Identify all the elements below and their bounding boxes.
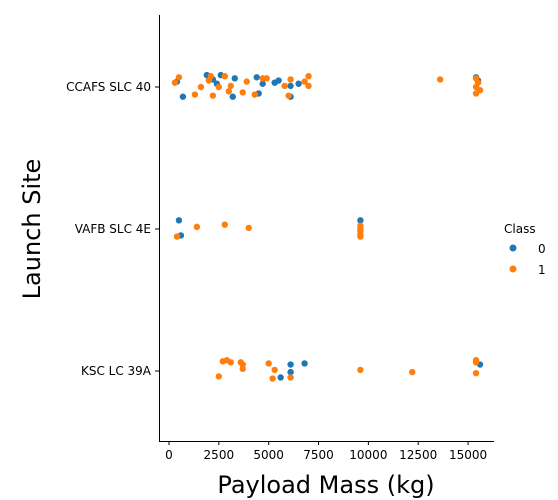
data-point <box>301 78 308 85</box>
x-tick-label: 10000 <box>349 448 387 462</box>
data-point <box>231 75 238 82</box>
data-point <box>474 79 482 86</box>
data-point <box>287 361 294 368</box>
y-ticks: CCAFS SLC 40 VAFB SLC 4E KSC LC 39A <box>66 80 159 378</box>
legend-label: 0 <box>538 242 546 256</box>
data-point <box>215 83 223 91</box>
data-point <box>171 79 179 86</box>
data-point <box>175 217 183 224</box>
y-tick-label: CCAFS SLC 40 <box>66 80 151 94</box>
points-layer <box>171 71 484 382</box>
x-tick-label: 12500 <box>399 448 437 462</box>
x-tick-label: 0 <box>165 448 173 462</box>
data-point <box>197 83 205 91</box>
data-point <box>287 374 294 381</box>
y-tick-label: KSC LC 39A <box>81 364 152 378</box>
data-point <box>215 373 223 380</box>
data-point <box>269 375 276 382</box>
data-point <box>225 88 232 95</box>
data-point <box>476 87 484 94</box>
data-point <box>357 233 364 240</box>
data-point <box>173 233 181 240</box>
data-point <box>191 91 199 98</box>
x-tick-label: 7500 <box>303 448 334 462</box>
data-point <box>243 78 250 85</box>
legend: Class 01 <box>504 222 546 277</box>
data-point <box>271 366 278 374</box>
x-tick-label: 2500 <box>204 448 235 462</box>
data-point <box>227 82 234 90</box>
legend-marker <box>509 265 517 273</box>
data-point <box>275 77 282 84</box>
legend-title: Class <box>504 222 536 236</box>
data-point <box>207 73 215 80</box>
legend-label: 1 <box>538 263 546 277</box>
x-axis-title: Payload Mass (kg) <box>217 471 434 499</box>
data-point <box>245 224 252 232</box>
data-point <box>259 80 266 87</box>
data-point <box>209 92 217 99</box>
data-point <box>287 76 294 83</box>
legend-marker <box>509 244 517 252</box>
data-point <box>436 76 444 83</box>
data-point <box>227 359 234 366</box>
data-point <box>265 360 272 367</box>
data-point <box>285 92 292 99</box>
data-point <box>305 73 312 80</box>
data-point <box>287 82 294 90</box>
axes <box>159 15 494 442</box>
data-point <box>305 82 312 90</box>
legend-entries: 01 <box>509 242 546 277</box>
data-point <box>295 80 302 87</box>
data-point <box>229 93 236 100</box>
x-tick-label: 15000 <box>449 448 487 462</box>
data-point <box>253 74 260 81</box>
data-point <box>179 93 187 100</box>
data-point <box>357 366 364 374</box>
data-point <box>239 89 246 96</box>
data-point <box>263 75 270 82</box>
data-point <box>287 368 294 376</box>
data-point <box>221 221 229 228</box>
data-point <box>193 223 201 231</box>
data-point <box>277 374 284 381</box>
data-point <box>221 73 229 80</box>
data-point <box>175 74 183 81</box>
data-point <box>301 360 308 367</box>
x-ticks: 0 2500 5000 7500 10000 12500 15000 <box>165 441 487 462</box>
data-point <box>281 82 288 90</box>
data-point <box>409 368 416 376</box>
data-point <box>472 369 480 377</box>
data-point <box>251 91 258 98</box>
data-point <box>239 365 246 373</box>
y-axis-title: Launch Site <box>18 159 46 300</box>
x-tick-label: 5000 <box>253 448 284 462</box>
data-point <box>357 217 364 224</box>
data-point <box>472 359 480 366</box>
y-tick-label: VAFB SLC 4E <box>75 222 151 236</box>
